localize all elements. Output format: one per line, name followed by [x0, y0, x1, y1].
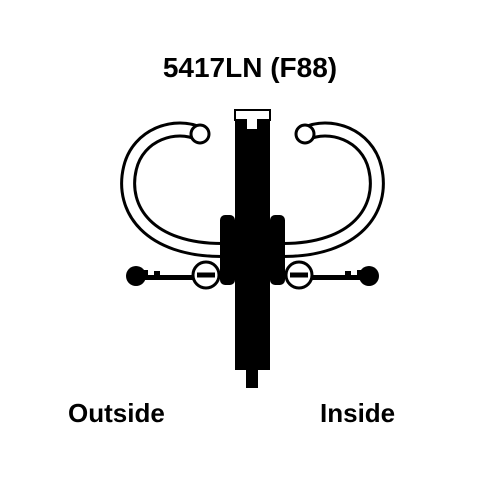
door-section [235, 110, 270, 370]
key-outside-icon [142, 270, 193, 280]
key-inside-icon [312, 270, 363, 280]
latch-tab [246, 370, 258, 388]
inside-label: Inside [320, 398, 395, 429]
rose-outside [220, 215, 235, 285]
outside-label: Outside [68, 398, 165, 429]
rose-inside [270, 215, 285, 285]
lock-function-diagram: 5417LN (F88) Outside Inside [0, 0, 500, 500]
